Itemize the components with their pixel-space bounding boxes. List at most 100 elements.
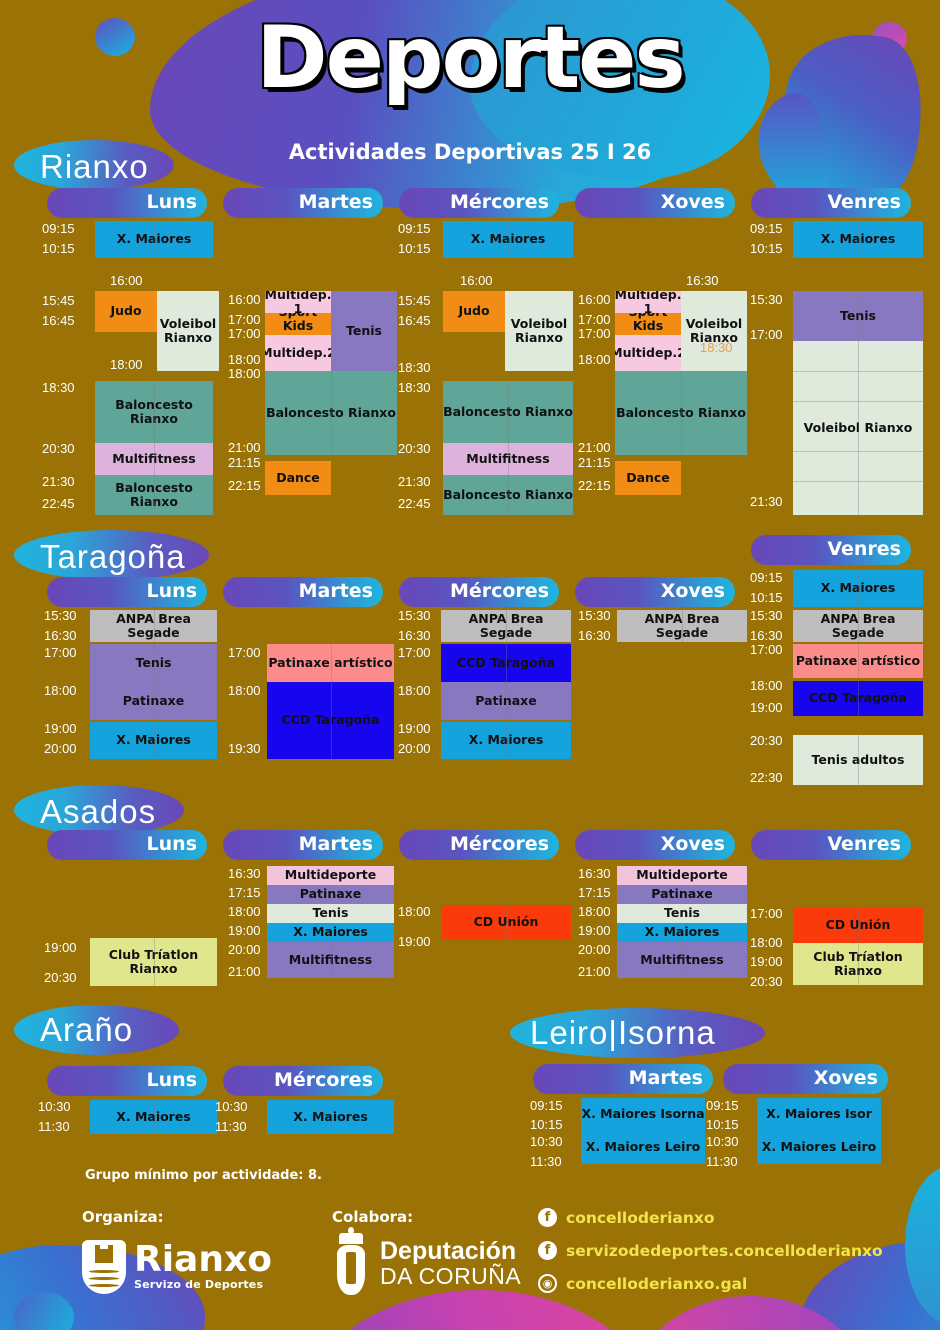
schedule-block-asados-xoves-1[interactable]: Patinaxe (617, 885, 747, 904)
schedule-block-rianxo-venres-0[interactable]: X. Maiores (793, 221, 923, 258)
grid-line (154, 475, 155, 515)
schedule-block-rianxo-martes-1[interactable]: Sport Kids16:00 - 17:00 (265, 313, 331, 335)
time-label: 21:30 (42, 474, 75, 489)
schedule-block-taragona-martes-0[interactable]: Patinaxe artístico (267, 644, 394, 682)
social-link-facebook-deportes[interactable]: f servizodedeportes.concelloderianxo (538, 1241, 883, 1260)
schedule-block-label: X. Maiores (116, 1108, 191, 1124)
schedule-block-rianxo-xoves-2[interactable]: Multidep.2 (615, 335, 681, 371)
deputacion-crest-icon (332, 1227, 370, 1295)
schedule-block-rianxo-mercores-1[interactable]: Judo (443, 291, 505, 332)
time-label: 21:00 (578, 964, 611, 979)
schedule-block-rianxo-luns-1[interactable]: Judo (95, 291, 157, 332)
grid-line (793, 451, 923, 452)
grid-line (858, 943, 859, 985)
facebook-icon: f (538, 1208, 557, 1227)
schedule-block-rianxo-luns-2[interactable]: Voleibol Rianxo (157, 291, 219, 371)
schedule-block-taragona-luns-0[interactable]: ANPA Brea Segade (90, 610, 217, 642)
schedule-block-rianxo-xoves-0[interactable]: Multidep. 1 (615, 291, 681, 313)
time-label: 18:00 (228, 352, 261, 367)
schedule-block-rianxo-xoves-5[interactable]: Dance (615, 461, 681, 495)
schedule-block-label: Baloncesto Rianxo (443, 403, 573, 419)
schedule-block-asados-martes-1[interactable]: Patinaxe (267, 885, 394, 904)
schedule-block-asados-venres-0[interactable]: CD Unión (793, 908, 923, 943)
schedule-block-rianxo-luns-4[interactable]: Multifitness (95, 443, 213, 475)
schedule-block-rianxo-xoves-1[interactable]: Sport Kids16:00 - 17:00 (615, 313, 681, 335)
schedule-block-taragona-venres-0[interactable]: X. Maiores (793, 570, 923, 607)
schedule-block-rianxo-luns-0[interactable]: X. Maiores (95, 221, 213, 258)
rianxo-logo: Rianxo Servizo de Deportes (82, 1240, 272, 1294)
schedule-block-taragona-mercores-3[interactable]: X. Maiores (441, 722, 571, 759)
schedule-block-asados-luns-0[interactable]: Club Tríatlon Rianxo (90, 938, 217, 986)
schedule-block-rianxo-mercores-2[interactable]: Voleibol Rianxo (505, 291, 573, 371)
schedule-block-label: Voleibol Rianxo (685, 315, 743, 345)
day-header-asados-mercores: Mércores (399, 830, 559, 860)
schedule-block-label: X. Maiores Isorna (581, 1106, 705, 1122)
schedule-block-rianxo-martes-2[interactable]: Multidep.2 (265, 335, 331, 371)
schedule-block-rianxo-xoves-4[interactable]: Baloncesto Rianxo (615, 371, 747, 455)
schedule-block-rianxo-martes-3[interactable]: Tenis (331, 291, 397, 371)
schedule-block-leiro-martes-1[interactable]: X. Maiores Leiro (581, 1131, 705, 1164)
colabora-label: Colabora: (332, 1208, 414, 1226)
schedule-block-rianxo-martes-5[interactable]: Dance (265, 461, 331, 495)
schedule-block-taragona-xoves-0[interactable]: ANPA Brea Segade (617, 610, 747, 642)
decorative-blob-bottom-center (300, 1290, 660, 1330)
schedule-block-rianxo-mercores-3[interactable]: Baloncesto Rianxo (443, 381, 573, 443)
schedule-block-taragona-luns-1[interactable]: Tenis (90, 644, 217, 682)
schedule-block-taragona-mercores-0[interactable]: ANPA Brea Segade (441, 610, 571, 642)
schedule-block-label: Patinaxe (122, 692, 185, 708)
schedule-block-leiro-xoves-0[interactable]: X. Maiores Isor (757, 1098, 881, 1131)
grid-line (153, 644, 155, 682)
time-label: 15:45 (42, 293, 75, 308)
schedule-block-taragona-martes-1[interactable]: CCD Taragoña (267, 682, 394, 759)
day-header-rianxo-mercores: Mércores (399, 188, 559, 218)
schedule-block-asados-martes-2[interactable]: Tenis (267, 904, 394, 923)
time-label: 16:00 (110, 273, 143, 288)
schedule-block-arano-luns-0[interactable]: X. Maiores (90, 1100, 217, 1134)
schedule-block-rianxo-mercores-0[interactable]: X. Maiores (443, 221, 573, 258)
schedule-block-rianxo-xoves-3[interactable]: Voleibol Rianxo (681, 291, 747, 371)
schedule-block-taragona-mercores-1[interactable]: CCD Taragoña (441, 644, 571, 682)
schedule-block-leiro-xoves-1[interactable]: X. Maiores Leiro (757, 1131, 881, 1164)
schedule-block-asados-xoves-3[interactable]: X. Maiores (617, 923, 747, 942)
schedule-block-asados-venres-1[interactable]: Club Tríatlon Rianxo (793, 943, 923, 985)
schedule-block-label: Tenis (312, 905, 349, 921)
schedule-block-asados-martes-0[interactable]: Multideporte (267, 866, 394, 885)
schedule-block-asados-martes-4[interactable]: Multifitness (267, 942, 394, 978)
schedule-block-taragona-luns-2[interactable]: Patinaxe (90, 682, 217, 720)
schedule-block-taragona-venres-3[interactable]: CCD Taragoña (793, 681, 923, 716)
minimum-group-note: Grupo mínimo por actividade: 8. (85, 1168, 322, 1183)
time-label: 19:00 (750, 954, 783, 969)
schedule-block-leiro-martes-0[interactable]: X. Maiores Isorna (581, 1098, 705, 1131)
schedule-block-asados-mercores-0[interactable]: CD Unión (441, 905, 571, 940)
time-label: 18:00 (228, 904, 261, 919)
social-link-website[interactable]: ◉ concelloderianxo.gal (538, 1274, 747, 1293)
day-header-label: Luns (146, 1069, 197, 1091)
schedule-block-rianxo-venres-1[interactable]: Tenis (793, 291, 923, 341)
schedule-block-rianxo-luns-5[interactable]: Baloncesto Rianxo (95, 475, 213, 515)
schedule-block-rianxo-venres-2[interactable]: Voleibol Rianxo (793, 341, 923, 515)
time-label: 17:00 (228, 312, 261, 327)
schedule-block-label: X. Maiores (293, 1108, 368, 1124)
schedule-block-asados-xoves-0[interactable]: Multideporte (617, 866, 747, 885)
schedule-block-taragona-venres-4[interactable]: Tenis adultos (793, 735, 923, 785)
schedule-block-arano-mercores-0[interactable]: X. Maiores (267, 1100, 394, 1134)
schedule-block-taragona-luns-3[interactable]: X. Maiores (90, 722, 217, 759)
schedule-block-asados-xoves-4[interactable]: Multifitness (617, 942, 747, 978)
schedule-block-taragona-venres-2[interactable]: Patinaxe artístico (793, 644, 923, 678)
time-label: 20:30 (750, 974, 783, 989)
schedule-block-rianxo-mercores-5[interactable]: Baloncesto Rianxo (443, 475, 573, 515)
day-header-label: Mércores (449, 833, 549, 855)
schedule-block-rianxo-luns-3[interactable]: Baloncesto Rianxo (95, 381, 213, 443)
grid-line (858, 610, 859, 642)
schedule-block-asados-martes-3[interactable]: X. Maiores (267, 923, 394, 942)
schedule-block-rianxo-mercores-4[interactable]: Multifitness (443, 443, 573, 475)
day-header-asados-martes: Martes (223, 830, 383, 860)
schedule-block-asados-xoves-2[interactable]: Tenis (617, 904, 747, 923)
schedule-block-rianxo-martes-4[interactable]: Baloncesto Rianxo (265, 371, 397, 455)
section-pill-rianxo (14, 140, 174, 190)
schedule-block-taragona-mercores-2[interactable]: Patinaxe (441, 682, 571, 720)
schedule-block-taragona-venres-1[interactable]: ANPA Brea Segade (793, 610, 923, 642)
social-link-facebook-concello[interactable]: f concelloderianxo (538, 1208, 715, 1227)
time-label: 11:30 (530, 1154, 562, 1169)
schedule-block-rianxo-martes-0[interactable]: Multidep. 1 (265, 291, 331, 313)
